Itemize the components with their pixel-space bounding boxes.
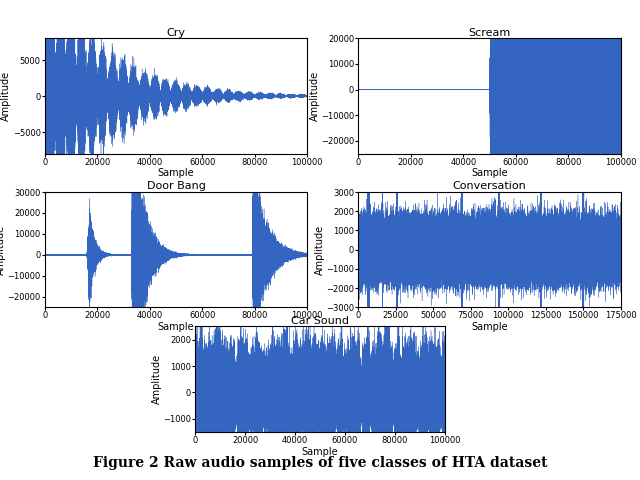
Y-axis label: Amplitude: Amplitude	[0, 225, 6, 275]
X-axis label: Sample: Sample	[157, 168, 195, 178]
X-axis label: Sample: Sample	[301, 446, 339, 456]
Y-axis label: Amplitude: Amplitude	[310, 71, 319, 121]
X-axis label: Sample: Sample	[471, 322, 508, 332]
Y-axis label: Amplitude: Amplitude	[315, 225, 324, 275]
Y-axis label: Amplitude: Amplitude	[1, 71, 12, 121]
Title: Car Sound: Car Sound	[291, 316, 349, 325]
Y-axis label: Amplitude: Amplitude	[152, 354, 162, 404]
Title: Door Bang: Door Bang	[147, 181, 205, 191]
Title: Conversation: Conversation	[452, 181, 527, 191]
Title: Cry: Cry	[166, 28, 186, 37]
Title: Scream: Scream	[468, 28, 511, 37]
X-axis label: Sample: Sample	[157, 322, 195, 332]
Text: Figure 2 Raw audio samples of five classes of HTA dataset: Figure 2 Raw audio samples of five class…	[93, 456, 547, 470]
X-axis label: Sample: Sample	[471, 168, 508, 178]
